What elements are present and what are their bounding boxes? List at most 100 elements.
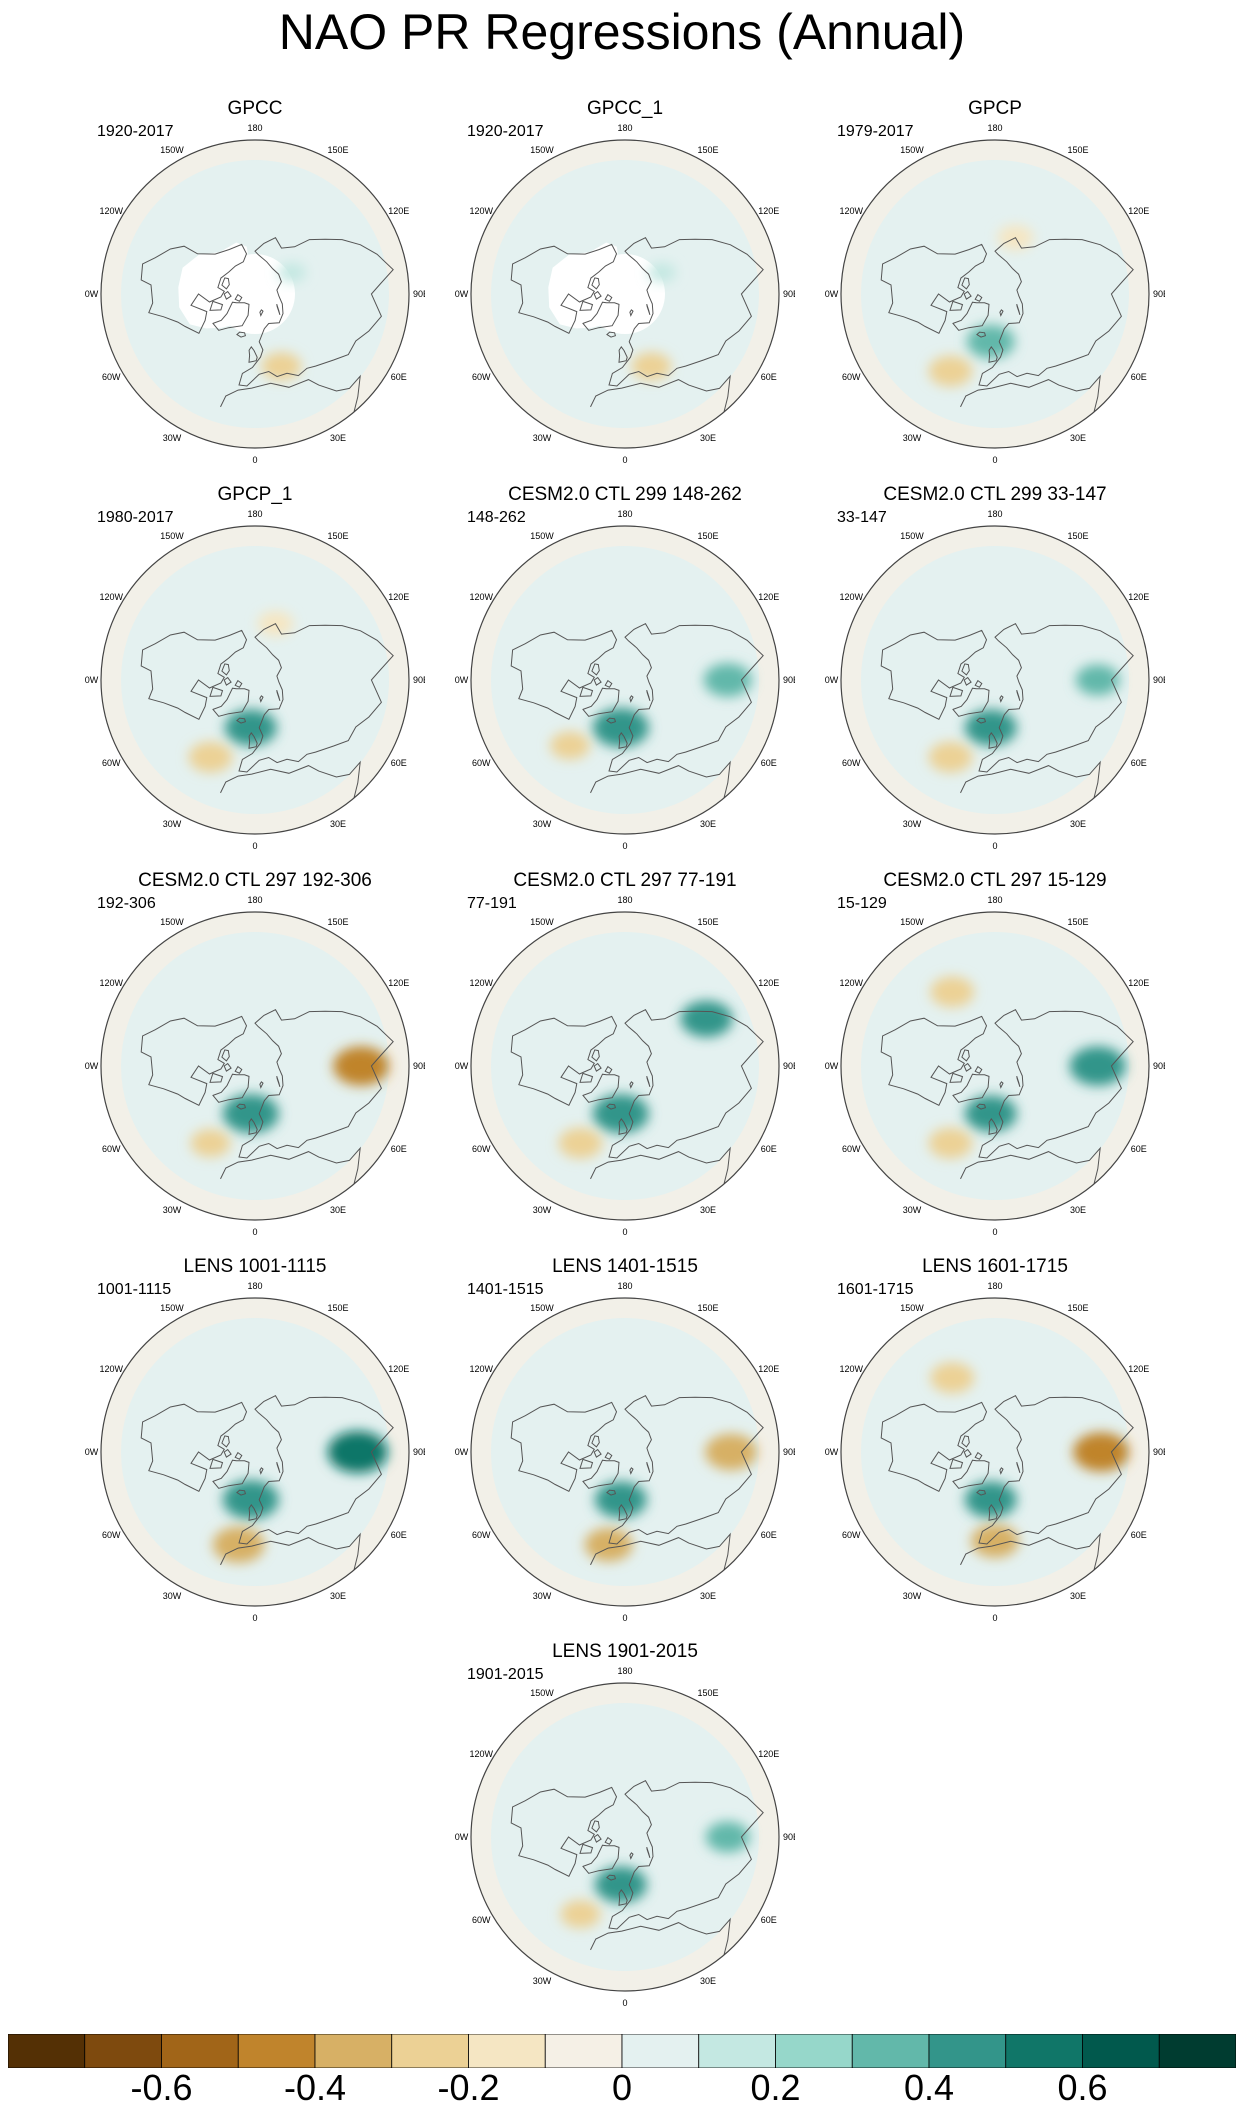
positive-anomaly — [966, 324, 1015, 359]
panel-period: 77-191 — [467, 895, 517, 912]
longitude-label: 60W — [842, 758, 861, 768]
longitude-label: 30W — [903, 433, 922, 443]
coastline-island — [223, 676, 232, 686]
coastline-island — [961, 1435, 970, 1448]
colorbar-swatch — [544, 2033, 623, 2069]
coastline-eurasia — [608, 1780, 764, 1930]
coastline-island — [974, 1065, 983, 1074]
coastline-africa — [960, 1532, 1101, 1571]
panel-title: LENS 1601-1715 — [922, 1256, 1068, 1277]
coastline-island — [221, 277, 230, 290]
coastline-island — [963, 290, 972, 300]
negative-anomaly — [560, 1900, 601, 1929]
positive-anomaly — [1069, 1046, 1126, 1086]
coastline-island — [276, 1075, 281, 1088]
coastline-island — [593, 290, 602, 300]
coastline-iceland — [976, 1103, 987, 1110]
coastline-island — [949, 300, 964, 311]
longitude-label: 60E — [391, 1530, 407, 1540]
longitude-label: 150W — [900, 145, 924, 155]
coastline-island — [579, 1072, 594, 1083]
map-panel: 180 150E 120E 90E 60E 30E 0 30W 60W 90W 120W 150W CE… — [455, 870, 795, 1250]
coastline-britain — [618, 1889, 628, 1906]
coastline-island — [963, 1448, 972, 1458]
longitude-label: 120E — [388, 978, 409, 988]
longitude-label: 120E — [1128, 1364, 1149, 1374]
panel-title: LENS 1401-1515 — [552, 1256, 698, 1277]
longitude-label: 90W — [455, 675, 469, 685]
map-background — [471, 1298, 779, 1606]
polar-map: 180 150E 120E 90E 60E 30E 0 30W 60W 90W 120W 150W — [455, 123, 795, 465]
panel-title: GPCP — [968, 98, 1022, 119]
longitude-label: 150W — [160, 145, 184, 155]
coastline-north-america — [140, 1015, 248, 1106]
map-panel: 180 150E 120E 90E 60E 30E 0 30W 60W 90W 120W 150W LE… — [455, 1256, 795, 1636]
map-border — [470, 525, 780, 835]
longitude-label: 60E — [391, 372, 407, 382]
coastline-island — [591, 1435, 600, 1448]
colorbar-swatch — [7, 2033, 86, 2069]
coastline-greenland — [212, 1459, 250, 1489]
coastline-iceland — [236, 1103, 247, 1110]
coastline-iceland — [236, 717, 247, 724]
coastline-island — [591, 1049, 600, 1062]
coastline-north-america — [510, 1786, 618, 1877]
coastline-island — [593, 1062, 602, 1072]
longitude-label: 120W — [839, 592, 863, 602]
polar-map: 180 150E 120E 90E 60E 30E 0 30W 60W 90W 120W 150W — [455, 895, 795, 1237]
coastline-island — [259, 309, 264, 317]
map-border — [840, 525, 1150, 835]
longitude-label: 60E — [391, 1144, 407, 1154]
longitude-label: 120E — [758, 1749, 779, 1759]
longitude-label: 150W — [160, 917, 184, 927]
positive-anomaly — [592, 1094, 649, 1134]
coastline-iceland — [236, 1489, 247, 1496]
colorbar-swatch — [851, 2033, 930, 2069]
longitude-label: 150E — [327, 145, 348, 155]
negative-anomaly — [1073, 1432, 1130, 1472]
coastline-north-america — [510, 1015, 618, 1106]
longitude-label: 90E — [1153, 675, 1165, 685]
panel-period: 1901-2015 — [467, 1666, 544, 1683]
longitude-label: 90E — [783, 289, 795, 299]
negative-anomaly — [333, 1046, 390, 1086]
coastline-greenland — [582, 1459, 620, 1489]
coastline-island — [974, 293, 983, 302]
longitude-label: 30W — [903, 819, 922, 829]
longitude-label: 180 — [617, 123, 632, 133]
colorbar-swatches — [7, 2033, 1237, 2069]
longitude-label: 90E — [413, 289, 425, 299]
coastline-britain — [988, 346, 998, 363]
negative-anomaly — [188, 741, 233, 773]
longitude-label: 180 — [987, 509, 1002, 519]
map-border — [470, 139, 780, 449]
longitude-label: 0 — [252, 1227, 257, 1237]
coastline-island — [646, 1846, 651, 1859]
coastline-eurasia — [238, 623, 394, 773]
longitude-label: 30E — [700, 1976, 716, 1986]
longitude-label: 60E — [1131, 1530, 1147, 1540]
longitude-label: 30W — [533, 1205, 552, 1215]
coastline-africa — [590, 374, 731, 413]
longitude-label: 90E — [783, 1447, 795, 1457]
longitude-label: 30W — [533, 433, 552, 443]
coastline-iceland — [976, 331, 987, 338]
coastline-island — [604, 1451, 613, 1460]
longitude-label: 150W — [530, 145, 554, 155]
panel-period: 192-306 — [97, 895, 156, 912]
longitude-label: 120W — [469, 206, 493, 216]
coastline-island — [593, 1833, 602, 1843]
coastline-iceland — [606, 1489, 617, 1496]
coastline-greenland — [952, 301, 990, 331]
map-panel: 180 150E 120E 90E 60E 30E 0 30W 60W 90W 120W 150W CE… — [85, 870, 425, 1250]
coastline-island — [999, 1467, 1004, 1475]
coastline-island — [629, 1467, 634, 1475]
coastline-island — [646, 1075, 651, 1088]
longitude-label: 90E — [1153, 1447, 1165, 1457]
coastline-island — [604, 679, 613, 688]
polar-map: 180 150E 120E 90E 60E 30E 0 30W 60W 90W 120W 150W — [825, 1281, 1165, 1623]
longitude-label: 0 — [252, 1613, 257, 1623]
longitude-label: 120W — [99, 206, 123, 216]
no-data-pole — [215, 254, 295, 334]
longitude-label: 60E — [1131, 758, 1147, 768]
